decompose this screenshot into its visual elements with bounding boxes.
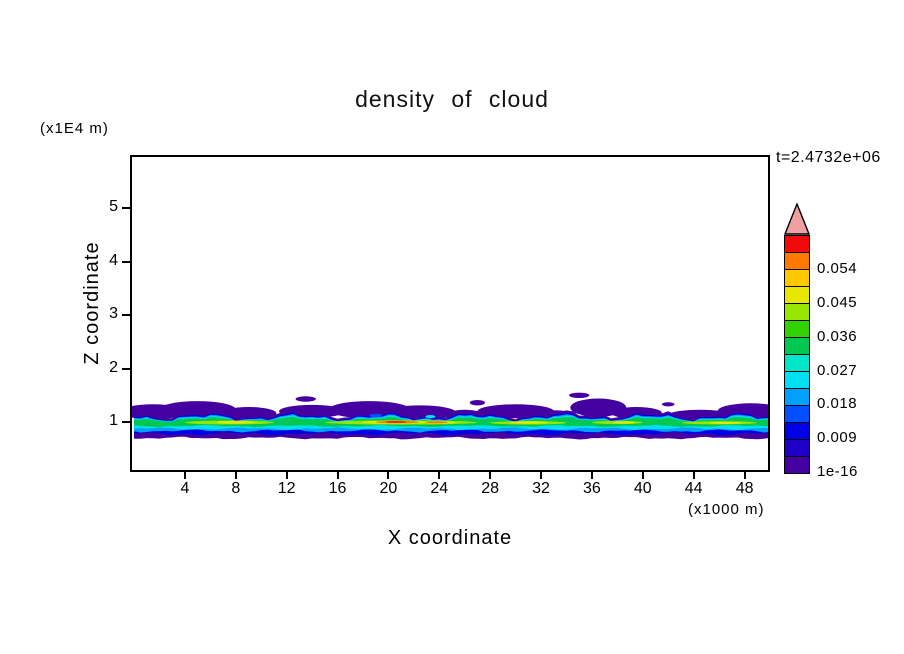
x-tick-label: 8 bbox=[231, 480, 241, 497]
colorbar-segment bbox=[785, 253, 809, 270]
colorbar-label: 0.054 bbox=[817, 259, 858, 277]
timestamp-label: t=2.4732e+06 bbox=[776, 149, 881, 166]
colorbar-segment bbox=[785, 270, 809, 287]
colorbar-label: 0.027 bbox=[817, 361, 858, 379]
x-tick-mark bbox=[692, 472, 695, 479]
colorbar-segment bbox=[785, 304, 809, 321]
x-tick-mark bbox=[540, 472, 542, 479]
colorbar-segment bbox=[785, 457, 809, 473]
x-tick-mark bbox=[641, 472, 644, 479]
cloud-density-field bbox=[132, 392, 768, 440]
x-tick-mark bbox=[387, 472, 390, 479]
x-tick-mark bbox=[590, 472, 593, 479]
x-tick-label: 32 bbox=[532, 480, 550, 497]
y-tick-label: 4 bbox=[109, 251, 118, 269]
y-tick-mark bbox=[122, 367, 130, 370]
colorbar-segment bbox=[785, 321, 809, 338]
x-tick-label: 16 bbox=[328, 480, 347, 497]
x-tick-mark bbox=[489, 472, 492, 479]
y-tick-label: 3 bbox=[109, 305, 118, 322]
x-tick-mark bbox=[183, 472, 186, 479]
colorbar-label: 0.009 bbox=[817, 429, 858, 447]
chart-title: density of cloud bbox=[355, 86, 549, 112]
plot-frame bbox=[130, 155, 770, 472]
y-tick-mark bbox=[122, 421, 130, 423]
x-tick-label: 20 bbox=[379, 480, 398, 497]
x-tick-label: 4 bbox=[180, 480, 190, 497]
colorbar-segment bbox=[785, 406, 809, 423]
x-tick-mark bbox=[234, 472, 237, 479]
x-tick-label: 28 bbox=[481, 480, 500, 497]
x-tick-label: 48 bbox=[735, 480, 754, 497]
colorbar-segment bbox=[785, 355, 809, 372]
x-tick-label: 40 bbox=[633, 480, 652, 497]
colorbar-segment bbox=[785, 440, 809, 457]
colorbar-label: 0.018 bbox=[817, 395, 858, 413]
y-tick-mark bbox=[122, 260, 130, 263]
x-tick-mark bbox=[336, 472, 339, 479]
x-tick-label: 36 bbox=[582, 480, 601, 497]
colorbar-label: 0.036 bbox=[817, 327, 858, 345]
colorbar-segment bbox=[785, 372, 809, 389]
x-tick-label: 24 bbox=[430, 480, 449, 497]
y-tick-label: 2 bbox=[109, 358, 118, 376]
x-tick-mark bbox=[285, 472, 288, 479]
y-axis-unit-label: (x1E4 m) bbox=[40, 120, 109, 137]
y-tick-label: 5 bbox=[109, 198, 118, 215]
y-tick-mark bbox=[122, 314, 130, 316]
colorbar-segment bbox=[785, 423, 809, 440]
colorbar bbox=[784, 235, 810, 474]
colorbar-segment bbox=[785, 287, 809, 304]
colorbar-label: 0.045 bbox=[817, 293, 858, 311]
x-axis-unit-label: (x1000 m) bbox=[688, 501, 765, 518]
colorbar-over-arrow bbox=[784, 203, 810, 235]
colorbar-segment bbox=[785, 338, 809, 355]
x-axis-title: X coordinate bbox=[387, 527, 513, 549]
y-tick-mark bbox=[122, 207, 130, 209]
colorbar-segment bbox=[785, 389, 809, 406]
x-tick-label: 44 bbox=[684, 480, 703, 497]
colorbar-segment bbox=[785, 236, 809, 253]
x-tick-mark bbox=[438, 472, 441, 479]
x-tick-label: 12 bbox=[277, 480, 296, 497]
colorbar-label: 1e-16 bbox=[817, 463, 858, 480]
y-tick-label: 1 bbox=[109, 412, 118, 429]
x-tick-mark bbox=[743, 472, 746, 479]
